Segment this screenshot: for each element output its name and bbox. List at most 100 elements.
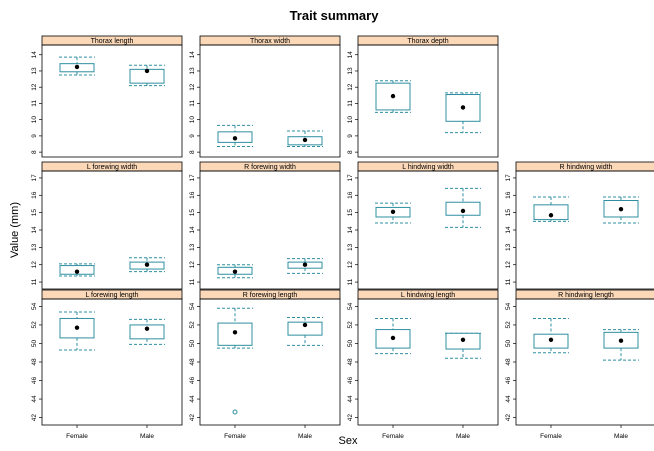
y-tick-label-thorax-width: 12 [189,83,196,91]
y-tick-label-l-forewing-length: 44 [31,395,38,403]
median-dot-l-forewing-width-male [144,262,150,267]
median-dot-l-forewing-width-female [74,269,80,274]
y-tick-label-thorax-width: 8 [189,150,196,154]
y-tick-label-l-hindwing-width: 11 [347,278,354,285]
y-tick-label-l-hindwing-length: 52 [347,321,354,329]
y-tick-label-r-hindwing-width: 13 [505,243,512,251]
y-tick-label-l-hindwing-width: 17 [347,174,354,182]
y-tick-label-r-forewing-length: 50 [189,339,196,347]
y-tick-label-l-forewing-length: 48 [31,358,38,366]
y-tick-label-r-hindwing-length: 54 [505,302,512,310]
strip-label-thorax-depth: Thorax depth [407,38,448,45]
y-tick-label-r-forewing-length: 44 [189,395,196,403]
median-dot-r-hindwing-length-female [548,337,554,342]
y-tick-label-thorax-width: 10 [189,116,196,124]
y-tick-label-l-forewing-width: 15 [31,209,38,217]
median-dot-l-hindwing-length-female [390,335,396,341]
panel-frame-thorax-depth [357,44,499,158]
y-tick-label-thorax-length: 12 [31,83,38,91]
y-tick-label-r-forewing-width: 15 [189,209,196,217]
y-tick-label-l-forewing-width: 13 [31,243,38,251]
median-dot-l-hindwing-width-female [390,209,396,214]
y-tick-label-r-forewing-width: 11 [189,278,196,285]
box-r-hindwing-width-female [533,204,569,221]
panel-r-hindwing-width: R hindwing width 11 12 13 14 15 16 17 [505,161,654,290]
y-tick-label-thorax-length: 13 [31,67,38,75]
y-tick-label-thorax-length: 11 [31,100,38,107]
panel-thorax-length: Thorax length 8 9 10 11 12 13 14 [31,35,183,158]
panel-r-forewing-length: R forewing length 42 44 46 48 50 52 54 Female Mal… [189,289,341,440]
median-dot-thorax-depth-female [390,93,396,99]
y-tick-label-r-forewing-length: 54 [189,302,196,310]
y-tick-label-r-forewing-width: 13 [189,243,196,251]
median-dot-r-forewing-length-male [302,322,308,328]
y-tick-label-thorax-width: 9 [189,134,196,138]
y-tick-label-l-hindwing-width: 16 [347,191,354,199]
y-tick-label-r-hindwing-length: 50 [505,339,512,347]
y-tick-label-r-hindwing-width: 11 [505,278,512,285]
panel-frame-r-hindwing-length [515,298,654,426]
box-l-forewing-length-male [129,324,165,340]
strip-label-r-forewing-width: R forewing width [244,164,296,171]
y-tick-label-l-forewing-length: 46 [31,377,38,385]
y-tick-label-thorax-width: 13 [189,67,196,75]
y-tick-label-thorax-depth: 13 [347,67,354,75]
y-tick-label-r-forewing-width: 12 [189,261,196,269]
panel-r-forewing-width: R forewing width 11 12 13 14 15 16 17 [189,161,341,290]
y-tick-label-r-hindwing-length: 42 [505,414,512,422]
median-dot-l-forewing-length-male [144,326,150,331]
median-dot-thorax-length-female [74,64,80,70]
y-tick-label-r-hindwing-length: 48 [505,358,512,366]
x-tick-label-r-hindwing-length-female: Female [540,433,562,440]
panel-frame-thorax-length [41,44,183,158]
y-tick-label-thorax-depth: 10 [347,116,354,124]
panel-frame-thorax-width [199,44,341,158]
strip-label-l-hindwing-length: L hindwing length [401,292,455,299]
strip-label-l-forewing-length: L forewing length [85,292,138,299]
box-r-forewing-length-male [287,321,323,336]
y-tick-label-thorax-length: 8 [31,150,38,154]
median-dot-thorax-length-male [144,68,150,74]
y-tick-label-thorax-length: 14 [31,51,38,59]
x-tick-label-l-forewing-length-male: Male [140,433,154,440]
panel-frame-l-hindwing-length [357,298,499,426]
panel-grid: Thorax length 8 9 10 11 12 13 14 Thorax width 8 9 1… [31,35,654,440]
x-tick-label-r-forewing-length-female: Female [224,433,246,440]
y-tick-label-thorax-length: 9 [31,134,38,138]
y-tick-label-l-forewing-length: 50 [31,339,38,347]
y-tick-label-l-hindwing-width: 13 [347,243,354,251]
y-tick-label-l-forewing-width: 16 [31,191,38,199]
median-dot-thorax-width-male [302,137,308,143]
y-tick-label-l-hindwing-length: 46 [347,377,354,385]
outlier-r-forewing-length-female [232,409,238,415]
x-tick-label-l-hindwing-length-male: Male [456,433,470,440]
chart-title: Trait summary [290,8,380,23]
y-tick-label-r-hindwing-width: 12 [505,261,512,269]
y-tick-label-thorax-length: 10 [31,116,38,124]
y-tick-label-thorax-width: 14 [189,51,196,59]
y-tick-label-r-hindwing-length: 44 [505,395,512,403]
y-tick-label-thorax-depth: 14 [347,51,354,59]
y-tick-label-l-hindwing-length: 50 [347,339,354,347]
y-tick-label-thorax-depth: 12 [347,83,354,91]
y-tick-label-l-forewing-width: 11 [31,278,38,285]
median-dot-r-forewing-width-male [302,262,308,267]
median-dot-r-hindwing-width-male [618,206,624,212]
y-tick-label-l-forewing-width: 14 [31,226,38,234]
y-tick-label-thorax-width: 11 [189,100,196,107]
y-tick-label-l-forewing-width: 17 [31,174,38,182]
strip-label-l-forewing-width: L forewing width [87,164,137,171]
y-tick-label-r-forewing-length: 48 [189,358,196,366]
x-tick-label-l-forewing-length-female: Female [66,433,88,440]
y-tick-label-r-hindwing-width: 17 [505,174,512,182]
strip-label-l-hindwing-width: L hindwing width [402,164,454,171]
y-tick-label-r-forewing-width: 14 [189,226,196,234]
panel-l-hindwing-width: L hindwing width 11 12 13 14 15 16 17 [347,161,499,290]
y-tick-label-r-forewing-length: 52 [189,321,196,329]
y-tick-label-l-forewing-length: 54 [31,302,38,310]
strip-label-r-hindwing-length: R hindwing length [558,292,614,299]
y-tick-label-l-forewing-width: 12 [31,261,38,269]
strip-label-thorax-length: Thorax length [91,38,134,45]
y-tick-label-r-forewing-length: 42 [189,414,196,422]
